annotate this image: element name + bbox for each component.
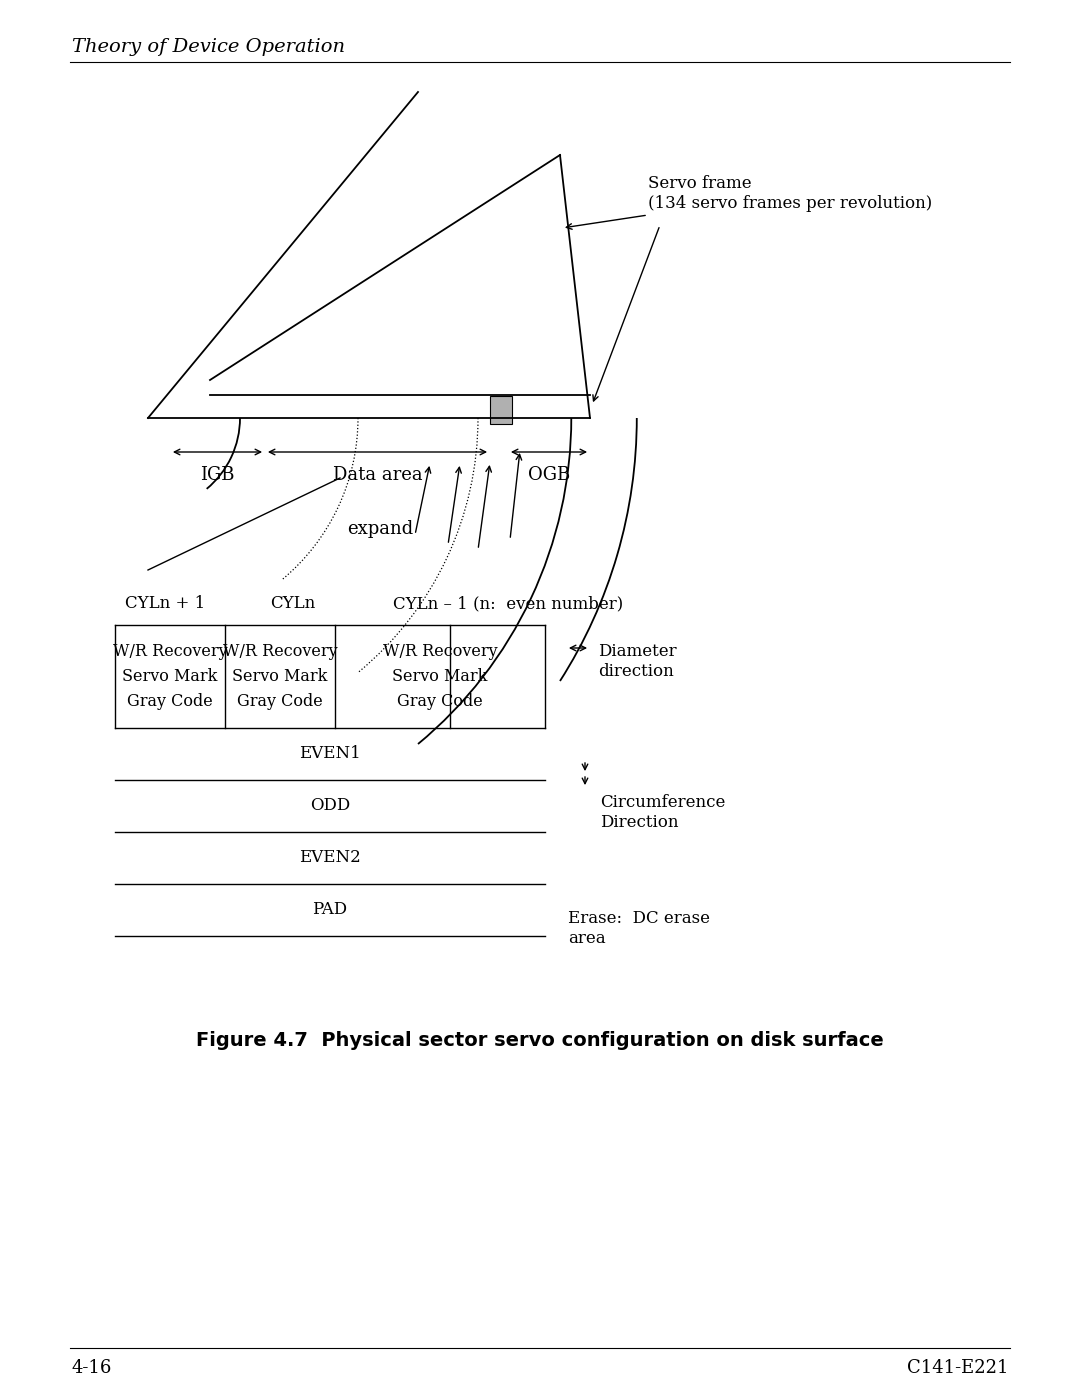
Bar: [490, 395, 512, 425]
Text: Data area: Data area: [333, 467, 422, 483]
Text: CYLn + 1: CYLn + 1: [125, 595, 205, 612]
Text: expand: expand: [347, 520, 414, 538]
Text: PAD: PAD: [312, 901, 348, 918]
Text: W/R Recovery
Servo Mark
Gray Code: W/R Recovery Servo Mark Gray Code: [222, 643, 337, 710]
Text: W/R Recovery
Servo Mark
Gray Code: W/R Recovery Servo Mark Gray Code: [382, 643, 497, 710]
Text: Theory of Device Operation: Theory of Device Operation: [72, 38, 345, 56]
Text: Diameter
direction: Diameter direction: [598, 643, 677, 679]
Text: W/R Recovery
Servo Mark
Gray Code: W/R Recovery Servo Mark Gray Code: [112, 643, 227, 710]
Text: ODD: ODD: [310, 798, 350, 814]
Text: CYLn: CYLn: [270, 595, 315, 612]
Text: C141-E221: C141-E221: [906, 1359, 1008, 1377]
Text: CYLn – 1 (n:  even number): CYLn – 1 (n: even number): [393, 595, 623, 612]
Text: EVEN2: EVEN2: [299, 849, 361, 866]
Text: Figure 4.7  Physical sector servo configuration on disk surface: Figure 4.7 Physical sector servo configu…: [197, 1031, 883, 1049]
Text: EVEN1: EVEN1: [299, 746, 361, 763]
Text: OGB: OGB: [528, 467, 570, 483]
Text: IGB: IGB: [200, 467, 234, 483]
Text: 4-16: 4-16: [72, 1359, 112, 1377]
Text: Servo frame
(134 servo frames per revolution): Servo frame (134 servo frames per revolu…: [648, 175, 932, 211]
Text: Erase:  DC erase
area: Erase: DC erase area: [568, 909, 710, 947]
Text: Circumference
Direction: Circumference Direction: [600, 793, 726, 831]
